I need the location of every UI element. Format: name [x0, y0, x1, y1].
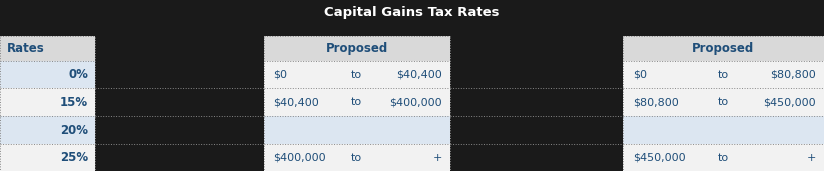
Text: 15%: 15%: [60, 96, 88, 109]
Text: $450,000: $450,000: [633, 153, 686, 163]
Text: $400,000: $400,000: [389, 97, 442, 107]
Text: +: +: [807, 153, 816, 163]
Bar: [264, 116, 450, 144]
Text: 20%: 20%: [60, 124, 88, 137]
Bar: [623, 61, 824, 89]
Text: $40,400: $40,400: [396, 70, 442, 80]
Bar: [0, 89, 95, 116]
Text: $0: $0: [274, 70, 288, 80]
Text: 25%: 25%: [60, 152, 88, 165]
Text: Proposed: Proposed: [325, 42, 388, 55]
Bar: [264, 89, 450, 116]
Text: $0: $0: [633, 70, 647, 80]
Text: $80,800: $80,800: [770, 70, 816, 80]
Text: $80,800: $80,800: [633, 97, 679, 107]
Text: to: to: [351, 153, 363, 163]
Text: +: +: [433, 153, 442, 163]
Text: 0%: 0%: [68, 68, 88, 81]
Bar: [623, 89, 824, 116]
Bar: [0, 36, 95, 61]
Text: $400,000: $400,000: [274, 153, 326, 163]
Bar: [0, 61, 95, 89]
Bar: [264, 61, 450, 89]
Bar: [0, 0, 824, 25]
Bar: [264, 144, 450, 171]
Bar: [623, 116, 824, 144]
Bar: [0, 144, 95, 171]
Bar: [623, 36, 824, 61]
Bar: [264, 36, 450, 61]
Text: Capital Gains Tax Rates: Capital Gains Tax Rates: [325, 6, 499, 19]
Text: to: to: [351, 97, 363, 107]
Text: to: to: [351, 70, 363, 80]
Bar: [0, 25, 824, 36]
Text: to: to: [718, 97, 729, 107]
Text: to: to: [718, 153, 729, 163]
Bar: [0, 116, 95, 144]
Text: Proposed: Proposed: [692, 42, 755, 55]
Bar: [623, 144, 824, 171]
Text: to: to: [718, 70, 729, 80]
Text: Rates: Rates: [7, 42, 44, 55]
Text: $40,400: $40,400: [274, 97, 320, 107]
Text: $450,000: $450,000: [763, 97, 816, 107]
Bar: [0, 0, 824, 61]
